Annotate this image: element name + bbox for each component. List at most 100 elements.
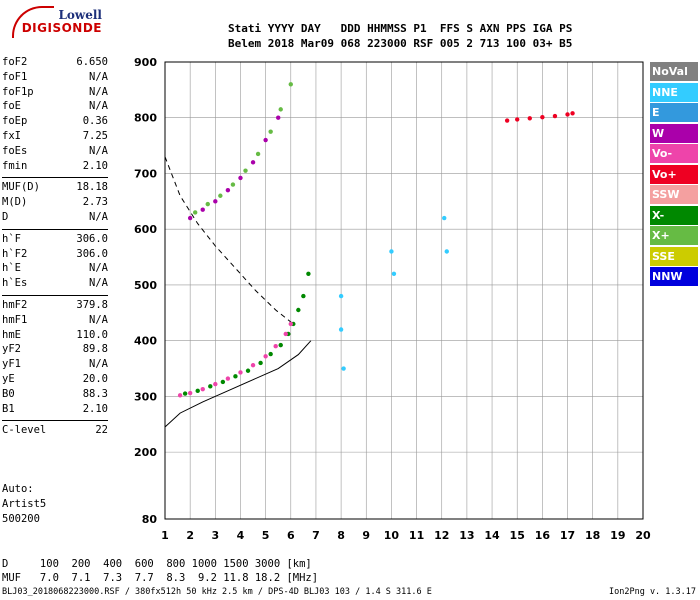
distance-row: D 100 200 400 600 800 1000 1500 3000 [km… (2, 558, 312, 570)
x-tick-label: 15 (510, 529, 525, 542)
x-tick-label: 18 (585, 529, 600, 542)
echo-point (570, 111, 575, 116)
separator (2, 177, 108, 179)
legend-item: NNE (650, 82, 698, 102)
echo-point (296, 307, 301, 313)
echo-point (301, 293, 306, 299)
param-key: foEs (2, 144, 28, 157)
x-tick-label: 17 (560, 529, 575, 542)
echo-point (527, 116, 532, 121)
echo-point (276, 115, 281, 120)
param-key: B0 (2, 387, 15, 400)
param-row: hmF1 N/A (2, 314, 108, 329)
echo-point (220, 379, 226, 385)
legend-item: W (650, 123, 698, 143)
param-key: fmin (2, 159, 28, 172)
echo-point (273, 344, 278, 349)
param-key: h`Es (2, 277, 28, 290)
x-tick-label: 3 (211, 529, 219, 542)
y-tick-label: 200 (134, 446, 157, 459)
logo-brand: Lowell (58, 8, 102, 22)
echo-point (218, 193, 223, 198)
header-line-2: Belem 2018 Mar09 068 223000 RSF 005 2 71… (228, 37, 573, 50)
echo-point (225, 376, 231, 381)
param-row: hmF2 379.8 (2, 299, 108, 314)
separator (2, 228, 108, 230)
param-row: M(D) 2.73 (2, 196, 108, 211)
echo-point (245, 368, 251, 373)
echo-point (306, 271, 311, 276)
param-value: 6.650 (76, 56, 108, 68)
echo-point (238, 175, 243, 181)
param-value: 22 (95, 424, 108, 437)
param-row: B0 88.3 (2, 388, 108, 403)
echo-point (444, 249, 449, 254)
param-value: 89.8 (82, 343, 108, 356)
x-tick-label: 20 (635, 529, 651, 542)
param-key: yE (2, 372, 15, 385)
param-row: foF1p N/A (2, 86, 108, 101)
x-tick-label: 11 (409, 529, 424, 542)
echo-point (263, 137, 268, 143)
param-key: yF1 (2, 358, 21, 371)
param-key: h`F2 (2, 247, 28, 260)
echo-point (565, 112, 570, 117)
separator (2, 420, 108, 422)
y-tick-label: 80 (142, 513, 158, 526)
x-tick-label: 12 (434, 529, 449, 542)
param-value: 379.8 (76, 298, 108, 311)
x-tick-label: 10 (384, 529, 400, 542)
param-key: hmF1 (2, 313, 28, 326)
param-key: h`F (2, 232, 21, 245)
param-value: N/A (89, 100, 108, 113)
echo-point (233, 374, 238, 379)
echo-point (238, 370, 243, 375)
muf-row: MUF 7.0 7.1 7.3 7.7 8.3 9.2 11.8 18.2 [M… (2, 572, 319, 584)
x-tick-label: 2 (186, 529, 194, 542)
echo-point (250, 362, 256, 368)
legend-item: SSE (650, 246, 698, 266)
param-value: 306.0 (76, 247, 108, 260)
y-tick-label: 300 (134, 390, 157, 403)
param-value: 110.0 (76, 328, 108, 341)
echo-point (268, 129, 273, 134)
legend-item: Vo- (650, 144, 698, 164)
param-value: 2.10 (82, 402, 108, 415)
echo-point (268, 351, 273, 357)
echo-point (213, 199, 218, 204)
echo-point (263, 354, 268, 359)
separator (2, 294, 108, 296)
echo-point (205, 201, 210, 207)
x-tick-label: 4 (237, 529, 245, 542)
x-tick-label: 8 (337, 529, 345, 542)
x-tick-label: 14 (484, 529, 500, 542)
echo-point (341, 366, 346, 371)
param-row: foEp 0.36 (2, 115, 108, 130)
param-key: foE (2, 100, 21, 113)
param-key: D (2, 210, 9, 223)
param-row: h`F 306.0 (2, 233, 108, 248)
param-value: 0.36 (82, 115, 108, 128)
param-row: yE 20.0 (2, 373, 108, 388)
param-key: fxI (2, 129, 21, 142)
param-value: N/A (89, 210, 108, 223)
param-key: foF1p (2, 85, 34, 98)
parameter-panel: foF2 6.650 foF1 N/A foF1p N/A foE N/A foEp 0.36 fx… (2, 56, 108, 439)
header-line-1: Stati YYYY DAY DDD HHMMSS P1 FFS S AXN P… (228, 22, 573, 35)
param-value: N/A (89, 277, 108, 290)
model-curve (164, 156, 294, 325)
param-value: 88.3 (82, 387, 108, 400)
echo-point (243, 168, 248, 173)
param-row: yF1 N/A (2, 358, 108, 373)
echo-point (187, 390, 193, 396)
logo-product: DIGISONDE (21, 21, 102, 35)
param-row: yF2 89.8 (2, 343, 108, 358)
param-key: C-level (2, 424, 47, 437)
echo-point (250, 160, 256, 165)
y-tick-label: 400 (134, 335, 157, 348)
x-tick-label: 7 (312, 529, 320, 542)
echo-point (278, 342, 283, 348)
echo-point (515, 117, 520, 122)
true-height-curve (164, 340, 312, 428)
param-key: foF1 (2, 70, 28, 83)
